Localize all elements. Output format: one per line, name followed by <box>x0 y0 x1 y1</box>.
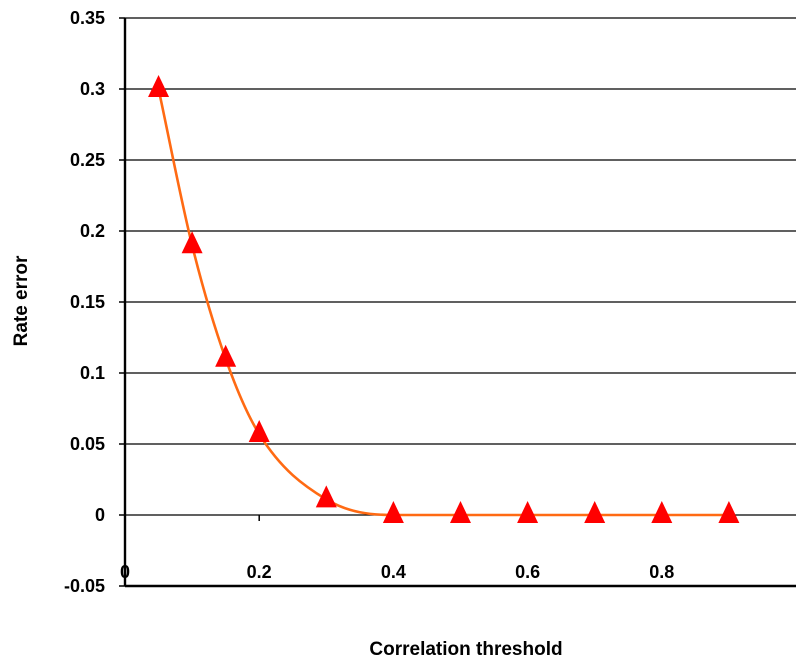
y-tick-label-5: 0.1 <box>80 363 105 383</box>
data-point-9 <box>651 501 673 523</box>
data-point-10 <box>718 501 740 523</box>
data-point-2 <box>215 344 237 367</box>
data-point-3 <box>248 420 270 443</box>
y-tick-label-7: 0 <box>95 505 105 525</box>
y-tick-label-0: 0.35 <box>70 8 105 28</box>
x-tick-label-4: 0.8 <box>649 562 674 582</box>
x-axis-title: Correlation threshold <box>369 639 562 659</box>
y-tick-label-2: 0.25 <box>70 150 105 170</box>
x-tick-label-3: 0.6 <box>515 562 540 582</box>
data-series <box>148 75 740 523</box>
y-tick-label-8: -0.05 <box>64 576 105 596</box>
y-tick-label-1: 0.3 <box>80 79 105 99</box>
grid-lines <box>125 17 796 516</box>
series-line-0 <box>157 88 729 517</box>
data-point-4 <box>315 485 337 508</box>
tick-labels: 0.35 0.3 0.25 0.2 0.15 0.1 0.05 0 -0.05 0 0.2 0.4 0.… <box>64 8 674 596</box>
x-tick-label-0: 0 <box>120 562 130 582</box>
data-point-7 <box>517 501 539 523</box>
y-axis-title: Rate error <box>11 255 32 346</box>
data-point-5 <box>382 501 404 523</box>
y-tick-label-6: 0.05 <box>70 434 105 454</box>
x-tick-label-1: 0.2 <box>247 562 272 582</box>
data-point-1 <box>181 231 203 254</box>
y-tick-label-4: 0.15 <box>70 292 105 312</box>
y-tick-label-3: 0.2 <box>80 221 105 241</box>
data-point-6 <box>450 501 471 523</box>
x-tick-label-2: 0.4 <box>381 562 406 582</box>
data-point-0 <box>148 75 170 97</box>
data-point-8 <box>584 501 606 523</box>
